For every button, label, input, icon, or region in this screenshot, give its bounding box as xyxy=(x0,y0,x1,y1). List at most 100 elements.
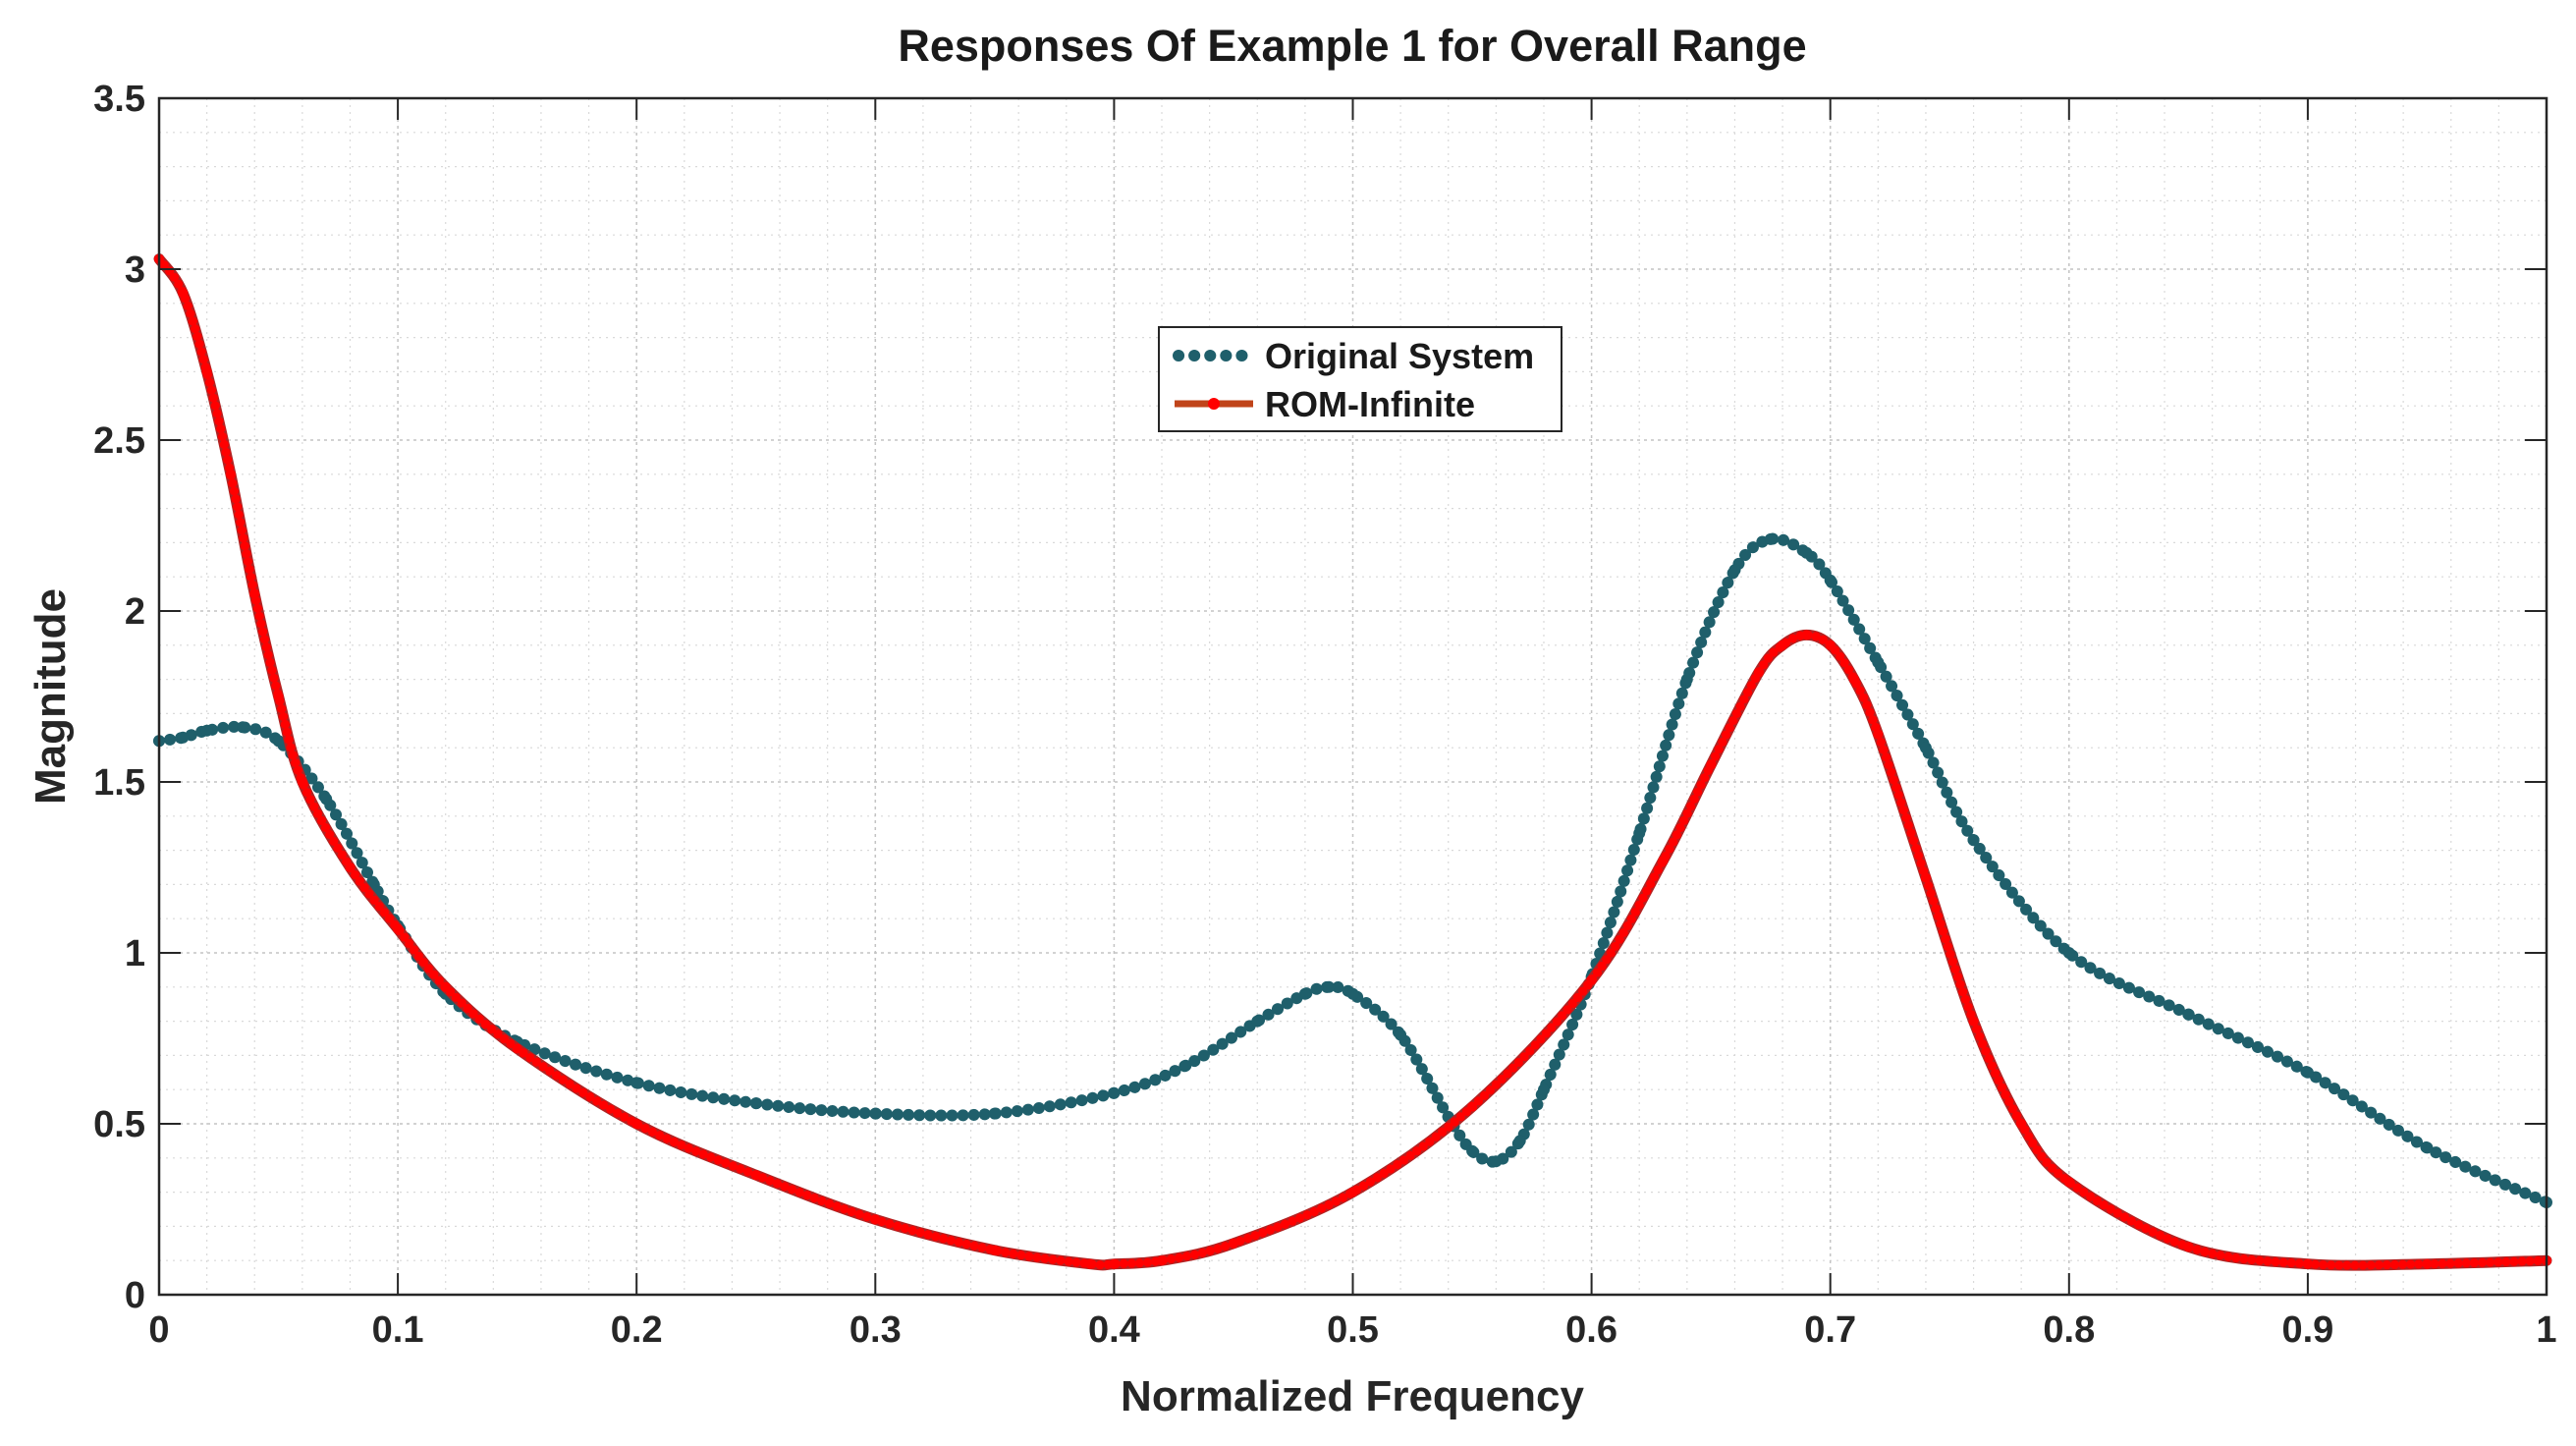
data-point-original-system xyxy=(1764,532,1777,545)
y-tick-label: 2.5 xyxy=(93,420,145,462)
x-tick-label: 1 xyxy=(2536,1309,2556,1351)
x-axis-label: Normalized Frequency xyxy=(1121,1372,1584,1420)
data-point-rom-infinite xyxy=(225,469,236,479)
legend-box xyxy=(1158,326,1562,432)
data-point-rom-infinite xyxy=(273,692,284,701)
x-tick-label: 0.2 xyxy=(611,1309,663,1351)
y-tick-label: 3 xyxy=(125,250,145,291)
data-point-rom-infinite xyxy=(297,777,307,787)
x-tick-label: 0.5 xyxy=(1327,1309,1379,1351)
data-point-original-system xyxy=(1919,742,1932,754)
data-point-original-system xyxy=(1680,673,1693,686)
data-point-original-system xyxy=(749,1097,762,1110)
x-tick-label: 0.7 xyxy=(1804,1309,1856,1351)
data-point-rom-infinite xyxy=(1801,630,1812,640)
data-point-original-system xyxy=(237,721,249,734)
data-point-rom-infinite xyxy=(1849,674,1859,685)
y-axis-ticks: 0 0.5 1 1.5 2 2.5 3 3.5 xyxy=(93,79,2547,1316)
data-point-original-system xyxy=(630,1077,643,1089)
y-tick-label: 0.5 xyxy=(93,1104,145,1145)
data-point-original-system xyxy=(2182,1008,2195,1021)
data-point-original-system xyxy=(1728,564,1741,577)
x-tick-label: 0.3 xyxy=(850,1309,902,1351)
data-point-original-system xyxy=(1800,546,1813,559)
y-axis-label: Magnitude xyxy=(27,588,75,805)
data-point-rom-infinite xyxy=(1347,1187,1358,1197)
y-tick-label: 1 xyxy=(125,933,145,974)
data-point-original-system xyxy=(2301,1066,2314,1079)
data-point-rom-infinite xyxy=(393,923,404,934)
data-point-original-system xyxy=(1633,827,1646,840)
data-point-rom-infinite xyxy=(1825,640,1836,650)
data-point-rom-infinite xyxy=(2183,1242,2194,1252)
x-tick-label: 0 xyxy=(148,1309,169,1351)
data-point-original-system xyxy=(1395,1029,1407,1041)
data-point-rom-infinite xyxy=(1586,974,1597,985)
data-point-rom-infinite xyxy=(1778,640,1788,650)
data-point-original-system xyxy=(1538,1084,1550,1096)
legend-label-rom-infinite: ROM-Infinite xyxy=(1265,384,1475,424)
y-tick-label: 3.5 xyxy=(93,79,145,120)
y-tick-label: 2 xyxy=(125,591,145,633)
y-tick-label: 1.5 xyxy=(93,762,145,804)
x-tick-label: 0.9 xyxy=(2281,1309,2333,1351)
data-point-original-system xyxy=(2062,947,2075,959)
data-point-original-system xyxy=(1466,1144,1479,1157)
major-grid xyxy=(159,98,2547,1295)
data-point-original-system xyxy=(1108,1086,1121,1099)
chart-title: Responses Of Example 1 for Overall Range xyxy=(898,21,1806,71)
legend-swatch-rom-infinite xyxy=(1175,398,1253,410)
data-point-rom-infinite xyxy=(1658,856,1669,865)
legend-swatch-marker-rom-infinite xyxy=(1208,398,1220,410)
legend-label-original-system: Original System xyxy=(1265,336,1534,376)
data-point-rom-infinite xyxy=(178,288,189,299)
data-point-rom-infinite xyxy=(512,1043,522,1054)
data-point-rom-infinite xyxy=(1229,1238,1238,1249)
data-point-original-system xyxy=(1298,987,1311,1000)
data-point-rom-infinite xyxy=(870,1214,881,1225)
data-point-original-system xyxy=(1824,574,1836,586)
data-point-original-system xyxy=(177,731,190,744)
data-point-rom-infinite xyxy=(249,588,260,599)
data-point-rom-infinite xyxy=(2016,1119,2027,1129)
data-point-original-system xyxy=(200,724,213,737)
data-point-original-system xyxy=(1179,1059,1192,1072)
data-point-original-system xyxy=(988,1107,1001,1120)
data-point-rom-infinite xyxy=(1920,872,1931,883)
data-point-original-system xyxy=(272,735,285,748)
data-point-original-system xyxy=(320,793,333,806)
data-point-rom-infinite xyxy=(989,1245,1000,1255)
data-point-original-system xyxy=(869,1107,882,1120)
data-point-original-system xyxy=(2421,1141,2434,1154)
data-point-original-system xyxy=(1323,980,1336,993)
x-tick-label: 0.8 xyxy=(2043,1309,2095,1351)
data-point-rom-infinite xyxy=(1467,1101,1478,1112)
data-point-rom-infinite xyxy=(1753,667,1764,678)
data-point-rom-infinite xyxy=(631,1119,642,1129)
data-point-rom-infinite xyxy=(440,981,451,992)
data-point-rom-infinite xyxy=(1109,1258,1120,1269)
data-point-rom-infinite xyxy=(1706,759,1717,770)
x-tick-label: 0.1 xyxy=(372,1309,424,1351)
data-point-rom-infinite xyxy=(1085,1258,1096,1269)
data-point-rom-infinite xyxy=(1968,1016,1979,1027)
data-point-original-system xyxy=(1967,834,1980,847)
data-point-rom-infinite xyxy=(2302,1258,2313,1269)
data-point-original-system xyxy=(1513,1135,1526,1147)
data-point-rom-infinite xyxy=(201,366,212,377)
x-axis-ticks: 0 0.1 0.2 0.3 0.4 0.5 0.6 0.7 0.8 0.9 1 xyxy=(148,98,2557,1351)
data-point-rom-infinite xyxy=(345,862,356,872)
data-point-original-system xyxy=(1872,656,1885,669)
data-point-rom-infinite xyxy=(1157,1255,1167,1266)
data-point-rom-infinite xyxy=(1873,729,1884,740)
data-point-rom-infinite xyxy=(2422,1258,2433,1269)
x-tick-label: 0.4 xyxy=(1088,1309,1140,1351)
y-tick-label: 0 xyxy=(125,1275,145,1316)
series-layer xyxy=(153,253,2552,1271)
legend: Original System ROM-Infinite xyxy=(1158,326,1562,432)
data-point-rom-infinite xyxy=(750,1170,761,1181)
data-point-original-system xyxy=(1251,1015,1264,1028)
data-point-rom-infinite xyxy=(2063,1177,2074,1188)
data-point-original-system xyxy=(1346,987,1359,1000)
